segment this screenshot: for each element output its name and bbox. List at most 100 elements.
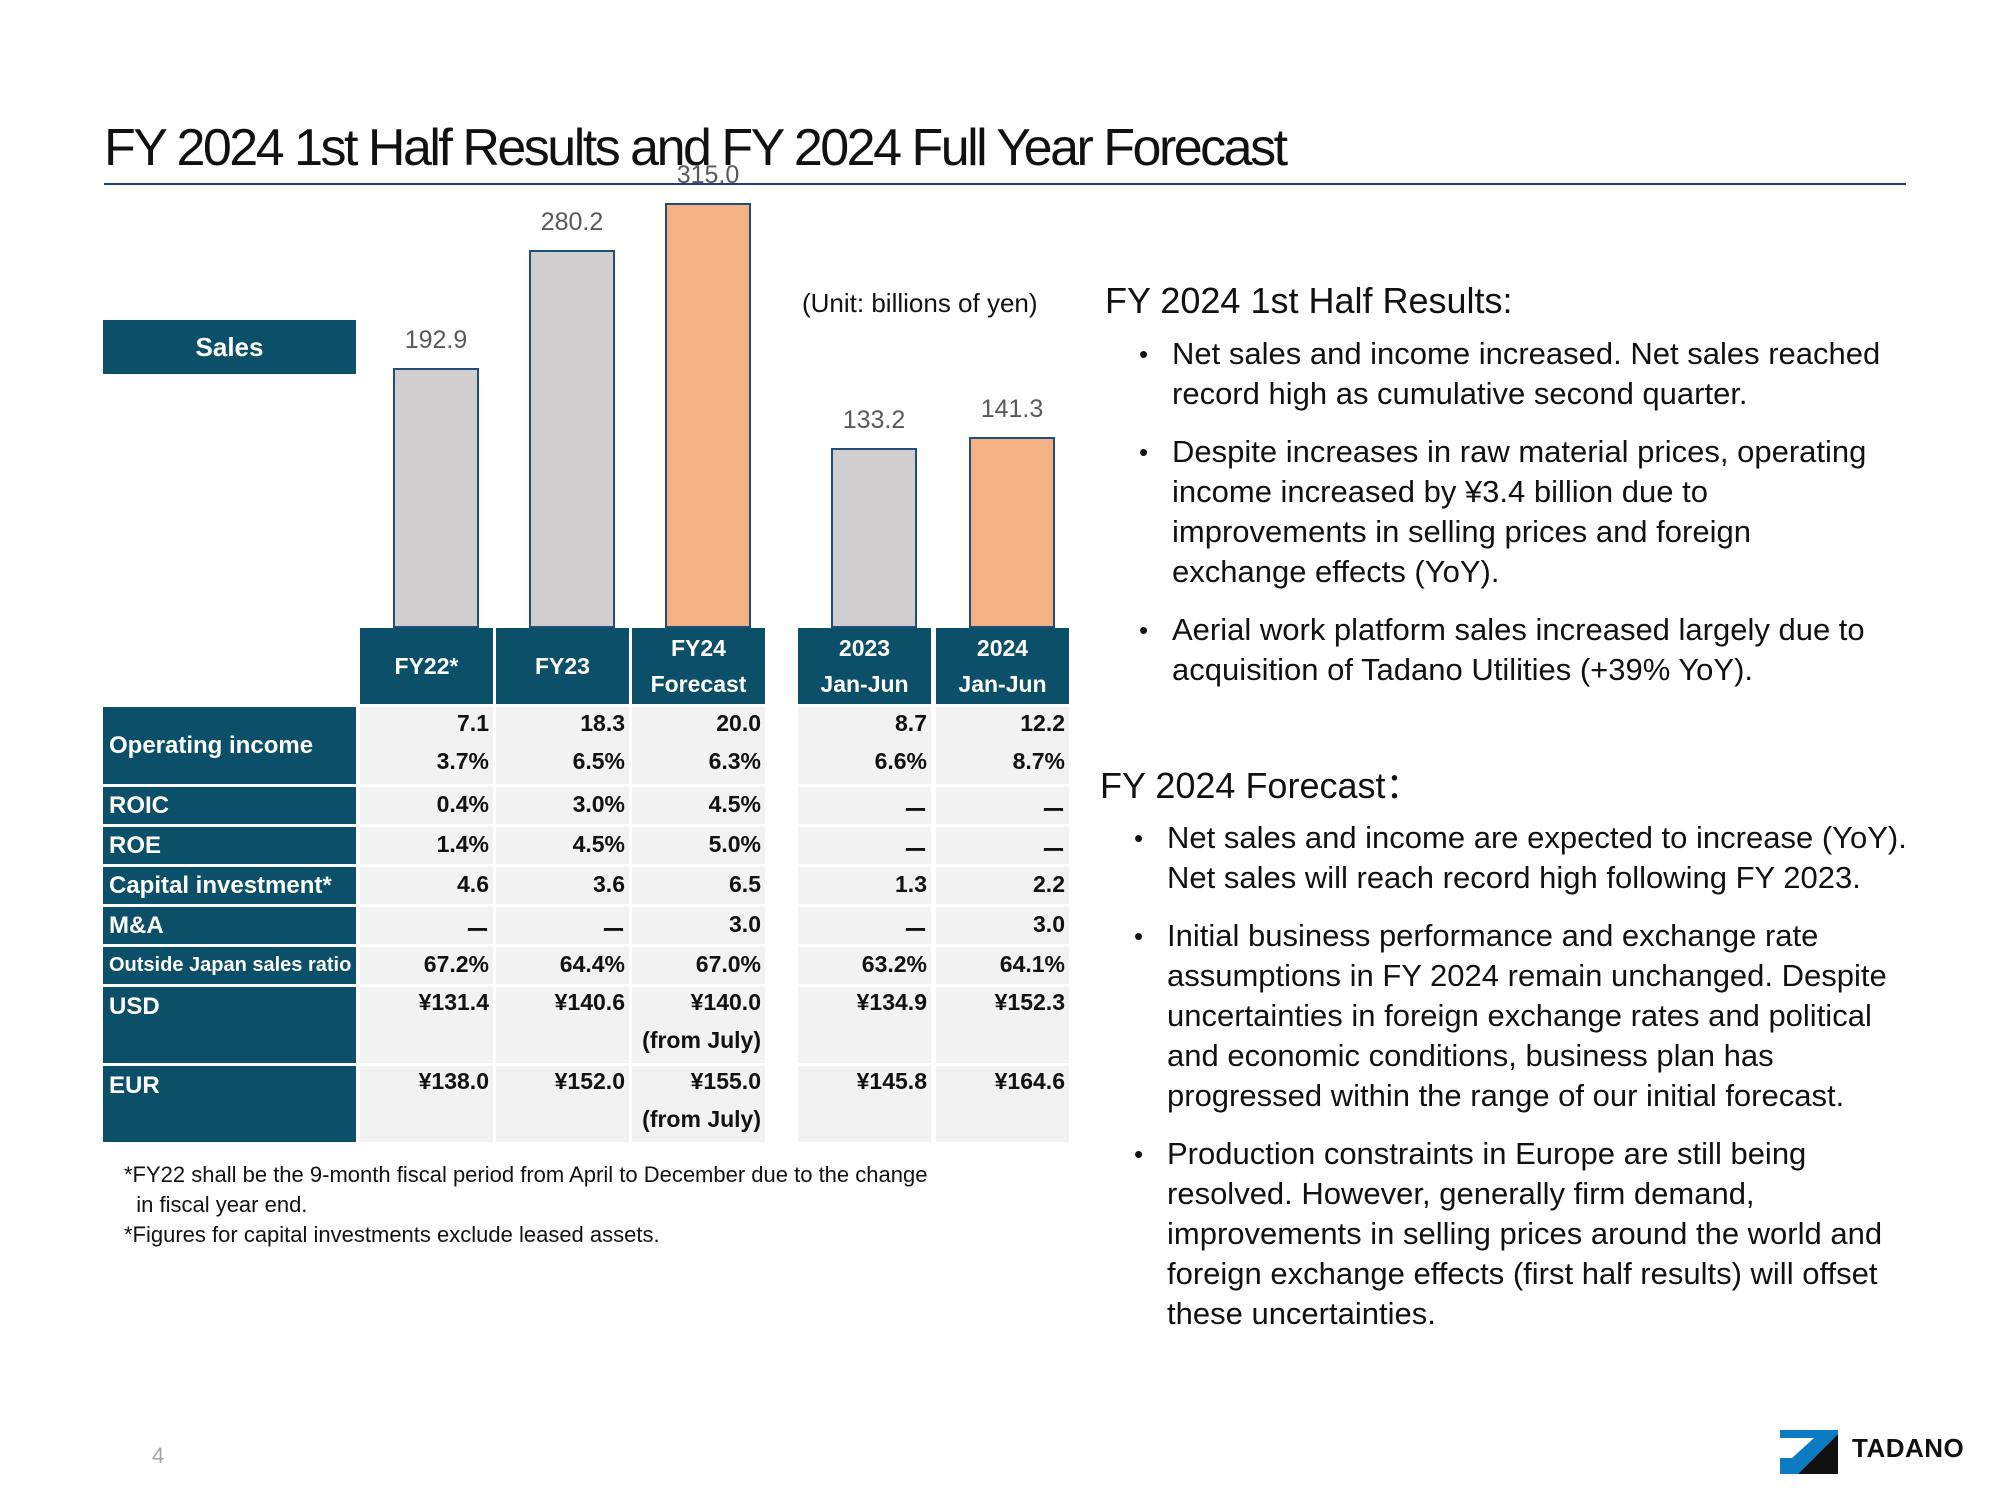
cell-subvalue: (from July)	[642, 1027, 761, 1053]
cell-value: ¥134.9	[856, 989, 927, 1015]
column-header-line1: 2024	[976, 635, 1029, 661]
table-cell: ー	[936, 787, 1069, 824]
sales-bar	[393, 367, 479, 628]
cell-value: ¥138.0	[418, 1068, 489, 1094]
table-cell: 5.0%	[632, 827, 765, 864]
column-header: FY23	[496, 628, 629, 704]
forecast-heading: FY 2024 Forecast：	[1100, 765, 1422, 806]
bullet-line: Net sales and income are expected to inc…	[1167, 820, 1907, 855]
cell-value: ー	[904, 917, 927, 943]
table-cell: 67.0%	[632, 947, 765, 984]
bar-value-label: 280.2	[540, 207, 604, 236]
cell-value: ー	[1042, 837, 1065, 863]
cell-value: ¥152.3	[994, 989, 1065, 1015]
row-label-outside: Outside Japan sales ratio	[103, 947, 356, 984]
cell-value: 1.4%	[436, 831, 489, 857]
forecast-bullets: Net sales and income are expected to inc…	[1134, 818, 1967, 1352]
table-cell: ¥152.3	[936, 987, 1069, 1063]
page-title: FY 2024 1st Half Results and FY 2024 Ful…	[104, 119, 1288, 177]
cell-value: 67.2%	[423, 951, 489, 977]
cell-value: 4.5%	[572, 831, 625, 857]
bullet-line: these uncertainties.	[1167, 1296, 1436, 1331]
table-cell: 0.4%	[360, 787, 493, 824]
bullet-item: Despite increases in raw material prices…	[1139, 432, 1952, 592]
cell-value: 3.6	[593, 871, 625, 897]
cell-subvalue: 6.6%	[874, 748, 927, 774]
table-cell: ¥138.0	[360, 1066, 493, 1142]
bar-value-label: 315.0	[676, 160, 740, 189]
bar-value-label: 141.3	[980, 395, 1044, 424]
sales-bar	[831, 448, 917, 628]
table-cell: 6.5	[632, 867, 765, 904]
cell-subvalue: 6.3%	[708, 748, 761, 774]
results-bullets: Net sales and income increased. Net sale…	[1139, 334, 1952, 708]
bullet-line: improvements in selling prices around th…	[1167, 1216, 1883, 1251]
table-cell: 67.2%	[360, 947, 493, 984]
footnote-line: *Figures for capital investments exclude…	[124, 1222, 660, 1247]
table-cell: ー	[798, 787, 931, 824]
table-cell: 3.0	[632, 907, 765, 944]
cell-value: 3.0	[1033, 911, 1065, 937]
cell-value: 63.2%	[861, 951, 927, 977]
row-label-op_income: Operating income	[103, 707, 356, 784]
logo-text: TADANO	[1852, 1433, 1965, 1463]
cell-subvalue: 6.5%	[572, 748, 625, 774]
column-header-line2: Jan-Jun	[820, 671, 909, 697]
cell-value: ー	[904, 837, 927, 863]
bullet-item: Aerial work platform sales increased lar…	[1139, 610, 1952, 690]
table-cell: 12.2 8.7%	[936, 707, 1069, 784]
cell-value: ¥152.0	[554, 1068, 625, 1094]
table-cell: ¥134.9	[798, 987, 931, 1063]
page-number: 4	[152, 1443, 165, 1468]
table-cell: ¥155.0 (from July)	[632, 1066, 765, 1142]
table-cell: ¥140.6	[496, 987, 629, 1063]
column-header-line2: Forecast	[650, 671, 747, 697]
table-cell: 4.6	[360, 867, 493, 904]
table-cell: 3.0%	[496, 787, 629, 824]
row-label-roic: ROIC	[103, 787, 356, 824]
row-label-ma: M&A	[103, 907, 356, 944]
cell-value: 64.1%	[999, 951, 1065, 977]
bullet-item: Net sales and income are expected to inc…	[1134, 818, 1967, 898]
bullet-line: progressed within the range of our initi…	[1167, 1078, 1845, 1113]
table-cell: ー	[496, 907, 629, 944]
cell-value: 12.2	[1020, 710, 1065, 736]
footnote-line: in fiscal year end.	[124, 1192, 308, 1217]
table-cell: ¥131.4	[360, 987, 493, 1063]
sales-bar	[969, 437, 1055, 628]
bullet-line: Initial business performance and exchang…	[1167, 918, 1819, 953]
cell-value: 67.0%	[695, 951, 761, 977]
bullet-line: record high as cumulative second quarter…	[1172, 376, 1748, 411]
bullet-line: uncertainties in foreign exchange rates …	[1167, 998, 1872, 1033]
table-cell: ー	[798, 827, 931, 864]
table-cell: 64.1%	[936, 947, 1069, 984]
cell-subvalue: 8.7%	[1012, 748, 1065, 774]
table-cell: 63.2%	[798, 947, 931, 984]
column-header: 2023 Jan-Jun	[798, 628, 931, 704]
row-label-usd: USD	[103, 987, 356, 1063]
table-cell: ー	[936, 827, 1069, 864]
column-header-line1: 2023	[838, 635, 891, 661]
sales-bar	[665, 202, 751, 628]
bar-value-label: 192.9	[404, 325, 468, 354]
table-cell: 3.0	[936, 907, 1069, 944]
table-cell: 4.5%	[496, 827, 629, 864]
column-header-line2: Jan-Jun	[958, 671, 1047, 697]
title-underline	[104, 183, 1906, 185]
table-cell: ¥164.6	[936, 1066, 1069, 1142]
table-cell: 64.4%	[496, 947, 629, 984]
column-header: FY24 Forecast	[632, 628, 765, 704]
cell-value: 3.0%	[572, 791, 625, 817]
row-label-roe: ROE	[103, 827, 356, 864]
bullet-item: Net sales and income increased. Net sale…	[1139, 334, 1952, 414]
cell-value: ¥155.0	[690, 1068, 761, 1094]
cell-value: 18.3	[580, 710, 625, 736]
table-cell: 20.0 6.3%	[632, 707, 765, 784]
column-header: 2024 Jan-Jun	[936, 628, 1069, 704]
cell-value: 64.4%	[559, 951, 625, 977]
table-cell: 4.5%	[632, 787, 765, 824]
footnote-line: *FY22 shall be the 9-month fiscal period…	[124, 1162, 928, 1187]
table-cell: 1.4%	[360, 827, 493, 864]
cell-value: ¥145.8	[856, 1068, 927, 1094]
cell-value: ー	[602, 917, 625, 943]
